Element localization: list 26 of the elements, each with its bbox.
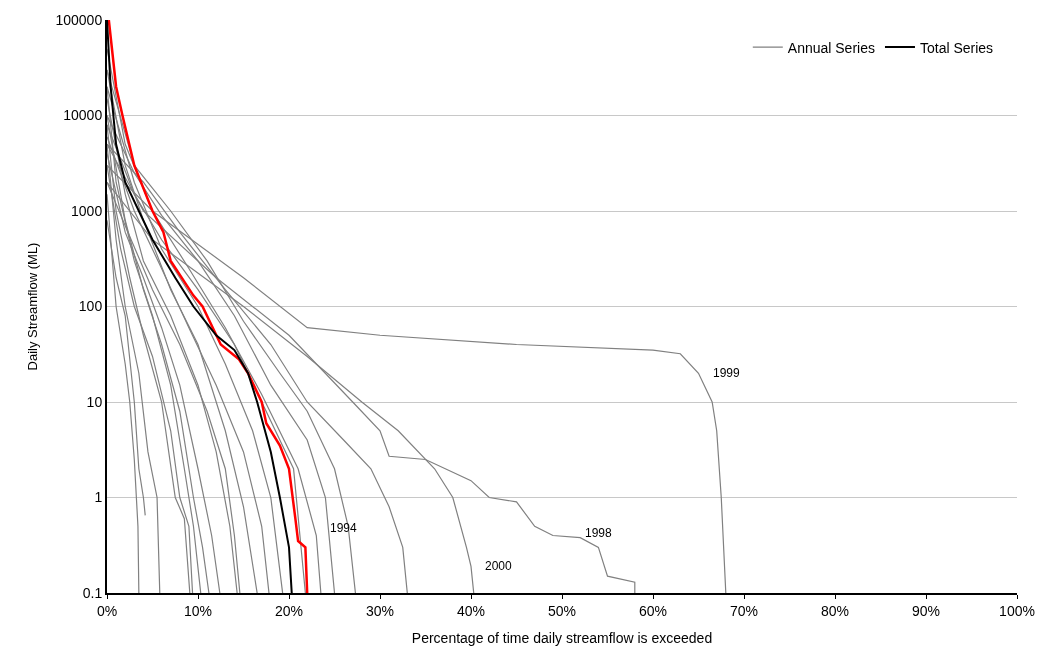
x-tick-label: 50% (547, 602, 577, 619)
y-tick-label: 1000 (71, 202, 103, 219)
x-tick-label: 60% (638, 602, 668, 619)
y-tick-label: 10000 (63, 107, 103, 124)
y-axis-title: Daily Streamflow (ML) (24, 242, 40, 371)
legend-label: Total Series (919, 39, 994, 56)
x-tick-label: 30% (365, 602, 395, 619)
x-axis-title: Percentage of time daily streamflow is exceeded (411, 629, 713, 646)
y-tick-label: 1 (94, 489, 103, 506)
annotation: 1994 (330, 521, 358, 535)
x-tick-label: 0% (96, 602, 118, 619)
y-tick-label: 100 (78, 298, 103, 315)
x-tick-label: 70% (729, 602, 759, 619)
annotation: 2000 (485, 559, 513, 573)
y-tick-label: 0.1 (82, 584, 103, 601)
x-tick-label: 10% (183, 602, 213, 619)
x-tick-label: 80% (820, 602, 850, 619)
annotation: 1998 (585, 526, 613, 540)
x-tick-label: 40% (456, 602, 486, 619)
x-tick-label: 90% (911, 602, 941, 619)
y-tick-label: 100000 (55, 11, 103, 28)
annotation: 1999 (713, 366, 741, 380)
x-tick-label: 100% (999, 602, 1035, 619)
legend-label: Annual Series (787, 39, 875, 56)
y-tick-label: 10 (86, 393, 103, 410)
x-tick-label: 20% (274, 602, 304, 619)
